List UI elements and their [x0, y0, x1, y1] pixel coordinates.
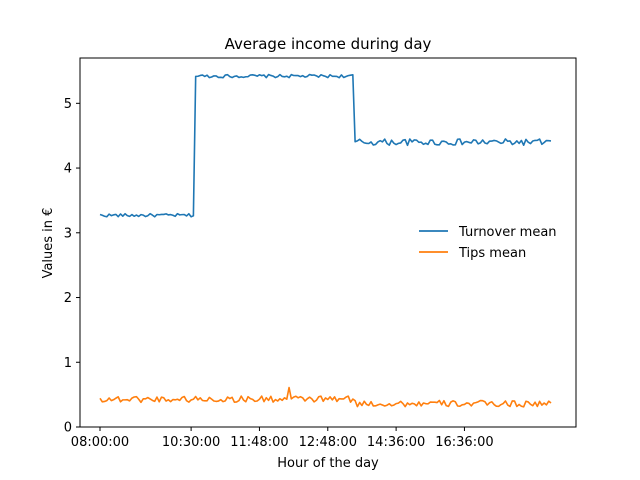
x-tick-label: 16:36:00 — [435, 435, 493, 450]
legend-label: Tips mean — [458, 246, 526, 261]
x-tick-label: 11:48:00 — [230, 435, 288, 450]
x-tick-label: 12:48:00 — [299, 435, 357, 450]
y-tick-label: 4 — [64, 162, 72, 177]
series-line-turnover-mean — [99, 73, 552, 218]
chart-title: Average income during day — [225, 35, 432, 53]
y-tick-label: 5 — [64, 97, 72, 112]
series-layer — [99, 73, 552, 408]
x-tick-label: 14:36:00 — [367, 435, 425, 450]
legend-label: Turnover mean — [458, 225, 557, 240]
x-tick-label: 08:00:00 — [71, 435, 129, 450]
y-tick-label: 2 — [64, 291, 72, 306]
y-axis-title: Values in € — [41, 208, 56, 279]
y-axis: 0 1 2 3 4 5 — [64, 97, 80, 436]
legend: Turnover mean Tips mean — [419, 225, 557, 261]
x-axis: 08:00:00 10:30:00 11:48:00 12:48:00 14:36:00… — [71, 427, 494, 450]
x-axis-title: Hour of the day — [277, 456, 379, 471]
y-tick-label: 0 — [64, 421, 72, 436]
series-line-tips-mean — [99, 386, 552, 408]
y-tick-label: 3 — [64, 226, 72, 241]
x-tick-label: 10:30:00 — [162, 435, 220, 450]
y-tick-label: 1 — [64, 356, 72, 371]
